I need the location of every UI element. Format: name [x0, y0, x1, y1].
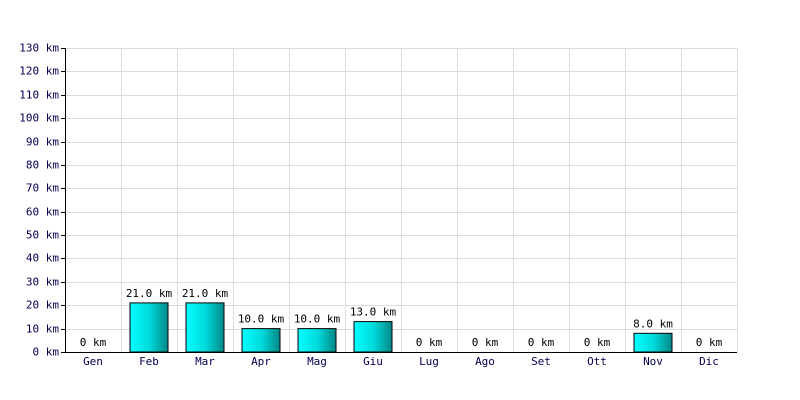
y-tick-label: 70 km — [26, 182, 59, 195]
value-label: 21.0 km — [126, 287, 173, 300]
value-label: 8.0 km — [633, 317, 673, 330]
x-tick-label: Ago — [475, 355, 495, 368]
y-tick-label: 100 km — [19, 112, 59, 125]
value-label: 0 km — [584, 336, 611, 349]
value-label: 0 km — [80, 336, 107, 349]
value-label: 0 km — [696, 336, 723, 349]
value-label: 10.0 km — [238, 313, 285, 326]
marks: Gen 0 km Feb 21.0 km Mar 21.0 km Apr 10.0 km Mag… — [80, 287, 723, 368]
y-tick-label: 10 km — [26, 323, 59, 336]
x-tick-label: Apr — [251, 355, 271, 368]
bar — [297, 328, 337, 353]
y-tick-label: 90 km — [26, 136, 59, 149]
x-tick-label: Mag — [307, 355, 327, 368]
y-tick-label: 0 km — [33, 346, 60, 359]
value-label: 0 km — [416, 336, 443, 349]
grid: 0 km 10 km 20 km 30 km 40 km 50 km 60 km 70 km 8… — [19, 42, 738, 359]
bar — [353, 321, 393, 353]
bar — [185, 302, 225, 353]
bar — [241, 328, 281, 353]
x-tick-label: Lug — [419, 355, 439, 368]
x-tick-label: Set — [531, 355, 551, 368]
x-tick-label: Giu — [363, 355, 383, 368]
value-label: 10.0 km — [294, 313, 341, 326]
x-tick-label: Mar — [195, 355, 215, 368]
x-tick-label: Feb — [139, 355, 159, 368]
y-tick-label: 120 km — [19, 65, 59, 78]
bar — [129, 302, 169, 353]
x-tick-label: Dic — [699, 355, 719, 368]
x-tick-label: Nov — [643, 355, 663, 368]
x-tick-label: Gen — [83, 355, 103, 368]
y-tick-label: 30 km — [26, 276, 59, 289]
y-tick-label: 50 km — [26, 229, 59, 242]
y-tick-label: 110 km — [19, 89, 59, 102]
y-tick-label: 20 km — [26, 299, 59, 312]
y-tick-label: 40 km — [26, 252, 59, 265]
x-tick-label: Ott — [587, 355, 607, 368]
value-label: 0 km — [528, 336, 555, 349]
value-label: 13.0 km — [350, 306, 397, 319]
value-label: 0 km — [472, 336, 499, 349]
bar — [633, 332, 673, 353]
y-tick-label: 60 km — [26, 206, 59, 219]
y-tick-label: 80 km — [26, 159, 59, 172]
y-tick-label: 130 km — [19, 42, 59, 55]
value-label: 21.0 km — [182, 287, 229, 300]
